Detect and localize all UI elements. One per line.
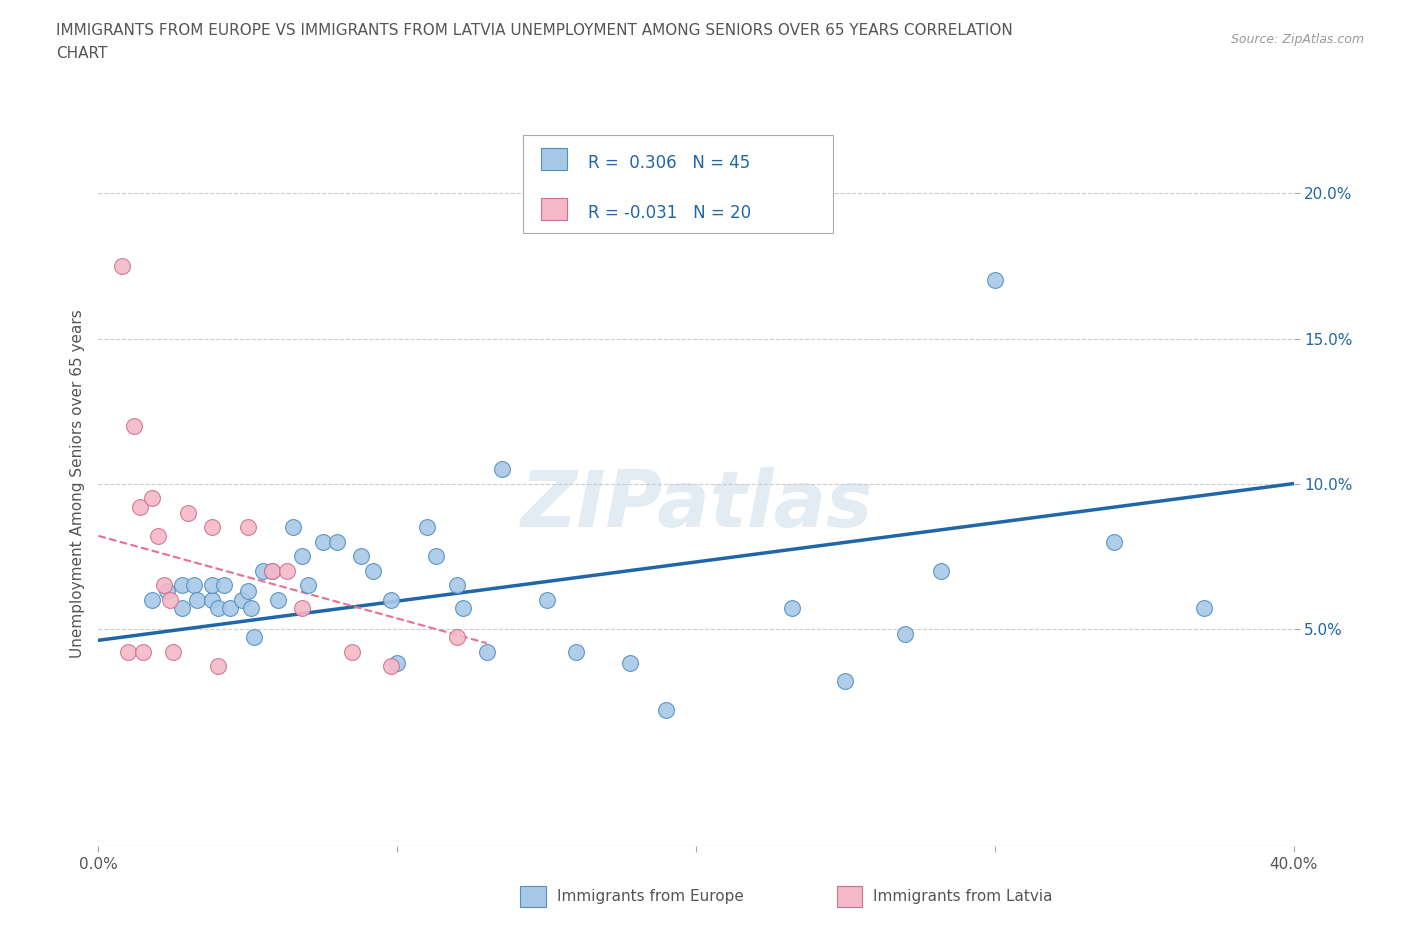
Point [425, 549, 447, 564]
Point [172, 578, 194, 592]
Point [984, 273, 1007, 288]
Text: ZIPatlas: ZIPatlas [520, 468, 872, 543]
Point [291, 549, 314, 564]
Point [260, 564, 283, 578]
Point [363, 564, 385, 578]
Point [141, 592, 163, 607]
Point [177, 505, 200, 520]
Text: R = -0.031   N = 20: R = -0.031 N = 20 [589, 204, 752, 222]
Point [153, 578, 176, 592]
Point [231, 592, 253, 607]
Text: R =  0.306   N = 45: R = 0.306 N = 45 [589, 154, 751, 172]
Bar [837, 886, 862, 907]
Point [201, 592, 224, 607]
Point [446, 630, 468, 644]
Point [655, 702, 678, 717]
Point [239, 601, 262, 616]
Point [1192, 601, 1215, 616]
Point [780, 601, 803, 616]
Bar [541, 148, 567, 170]
Point [745, 215, 768, 230]
Text: Source: ZipAtlas.com: Source: ZipAtlas.com [1230, 33, 1364, 46]
Point [380, 592, 402, 607]
Point [236, 583, 259, 598]
Point [236, 520, 259, 535]
Point [260, 564, 283, 578]
Point [172, 601, 194, 616]
Point [207, 659, 229, 674]
Point [536, 592, 558, 607]
Point [156, 583, 179, 598]
Point [148, 528, 170, 543]
Point [124, 418, 146, 433]
Bar [541, 198, 567, 220]
Point [619, 656, 641, 671]
Point [297, 578, 319, 592]
Point [132, 644, 155, 659]
Text: IMMIGRANTS FROM EUROPE VS IMMIGRANTS FROM LATVIA UNEMPLOYMENT AMONG SENIORS OVER: IMMIGRANTS FROM EUROPE VS IMMIGRANTS FRO… [56, 23, 1012, 38]
Point [929, 564, 952, 578]
Point [183, 578, 205, 592]
Point [111, 259, 134, 273]
Point [129, 499, 152, 514]
Point [311, 534, 333, 549]
Point [159, 592, 181, 607]
Point [451, 601, 474, 616]
Text: Immigrants from Latvia: Immigrants from Latvia [873, 889, 1053, 904]
Point [475, 644, 498, 659]
Point [117, 644, 139, 659]
Point [385, 656, 409, 671]
Point [201, 578, 224, 592]
Point [276, 564, 298, 578]
Point [350, 549, 373, 564]
Point [834, 673, 856, 688]
Point [212, 578, 235, 592]
Point [141, 491, 163, 506]
Point [380, 659, 402, 674]
Point [207, 601, 229, 616]
Point [186, 592, 208, 607]
Point [291, 601, 314, 616]
Point [1104, 534, 1126, 549]
Point [219, 601, 242, 616]
Point [894, 627, 917, 642]
Point [416, 520, 439, 535]
Point [267, 592, 290, 607]
Text: Immigrants from Europe: Immigrants from Europe [557, 889, 744, 904]
Point [491, 461, 513, 476]
FancyBboxPatch shape [523, 136, 834, 233]
Bar [520, 886, 546, 907]
Point [201, 520, 224, 535]
Y-axis label: Unemployment Among Seniors over 65 years: Unemployment Among Seniors over 65 years [69, 309, 84, 658]
Point [243, 630, 266, 644]
Text: CHART: CHART [56, 46, 108, 61]
Point [326, 534, 349, 549]
Point [281, 520, 304, 535]
Point [342, 644, 364, 659]
Point [565, 644, 588, 659]
Point [252, 564, 274, 578]
Point [446, 578, 468, 592]
Point [162, 644, 184, 659]
